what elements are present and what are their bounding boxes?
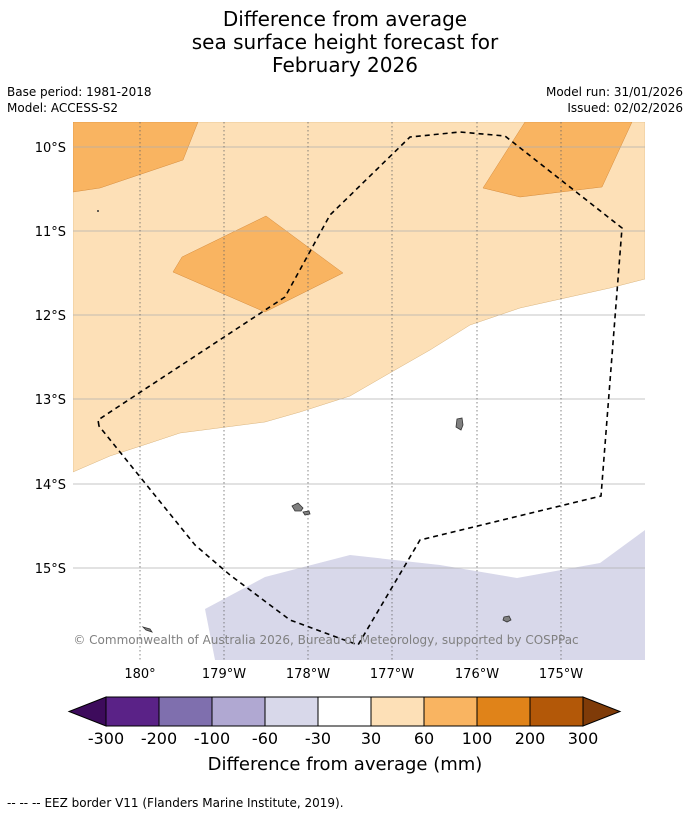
island-wallis (455, 417, 464, 431)
eez-legend-marker: -- -- -- (7, 796, 41, 810)
lat-label-14s: 14°S (35, 478, 66, 493)
colorbar-tick-label: 30 (361, 729, 381, 748)
colorbar-extend-right-arrow (582, 696, 622, 727)
colorbar-tick-label: 100 (462, 729, 493, 748)
title-line-1: Difference from average (222, 7, 468, 31)
island-niuafoou (502, 615, 512, 623)
colorbar: -300 -200 -100 -60 -30 30 60 100 200 300… (67, 696, 622, 775)
longitude-gridlines (139, 122, 562, 660)
colorbar-segment (265, 697, 318, 726)
colorbar-tick-label: -60 (252, 729, 278, 748)
anomaly-60-100-region-nw (73, 122, 199, 193)
colorbar-segment (477, 697, 530, 726)
colorbar-segment (424, 697, 477, 726)
colorbar-dividers (158, 697, 531, 726)
model-run: Model run: 31/01/2026 (545, 85, 683, 99)
colorbar-segment (106, 697, 159, 726)
lon-label-176w: 176°W (455, 667, 499, 682)
issued-date: Issued: 02/02/2026 (567, 101, 683, 115)
colorbar-segment (530, 697, 583, 726)
longitude-labels: 180° 179°W 178°W 177°W 176°W 175°W (124, 667, 583, 682)
colorbar-tick-label: -300 (88, 729, 124, 748)
anomaly-60-100-region-ne (482, 122, 633, 198)
lon-label-179w: 179°W (202, 667, 246, 682)
meta-left: Base period: 1981-2018 Model: ACCESS-S2 (7, 84, 152, 116)
island-futuna (291, 502, 304, 512)
lon-label-177w: 177°W (370, 667, 414, 682)
lon-label-178w: 178°W (286, 667, 330, 682)
lon-label-180: 180° (124, 667, 155, 682)
anomaly-60-100-region-center (172, 215, 344, 313)
lat-label-13s: 13°S (35, 393, 66, 408)
island-fiji-fragment (141, 626, 153, 633)
eez-legend-text: EEZ border V11 (Flanders Marine Institut… (44, 796, 344, 810)
chart-title: Difference from average sea surface heig… (0, 8, 690, 77)
colorbar-segment (212, 697, 265, 726)
colorbar-tick-labels: -300 -200 -100 -60 -30 30 60 100 200 300 (88, 729, 598, 748)
colorbar-tick-label: 60 (414, 729, 434, 748)
latitude-gridlines (73, 146, 645, 569)
latitude-labels: 10°S 11°S 12°S 13°S 14°S 15°S (35, 141, 66, 577)
model-name: Model: ACCESS-S2 (7, 101, 119, 115)
title-line-2: sea surface height forecast for (191, 30, 499, 54)
colorbar-segment (159, 697, 212, 726)
lat-label-10s: 10°S (35, 141, 66, 156)
islands (97, 210, 512, 633)
island-small-dot (97, 210, 99, 212)
base-period: Base period: 1981-2018 (7, 85, 152, 99)
colorbar-tick-label: -30 (305, 729, 331, 748)
anomaly-30-60-region (73, 122, 645, 473)
colorbar-tick-label: -200 (141, 729, 177, 748)
title-line-3: February 2026 (272, 53, 418, 77)
colorbar-outline (105, 696, 584, 727)
lon-label-175w: 175°W (539, 667, 583, 682)
colorbar-segment (318, 697, 371, 726)
lat-label-11s: 11°S (35, 225, 66, 240)
lat-label-12s: 12°S (35, 309, 66, 324)
meta-right: Model run: 31/01/2026 Issued: 02/02/2026 (546, 84, 683, 116)
lat-label-15s: 15°S (35, 562, 66, 577)
anomaly-neg60-neg30-region (205, 530, 645, 660)
colorbar-extend-left-arrow (67, 696, 107, 727)
copyright-notice: © Commonwealth of Australia 2026, Bureau… (73, 633, 578, 647)
eez-border (97, 131, 623, 646)
map-area: © Commonwealth of Australia 2026, Bureau… (73, 122, 645, 660)
colorbar-tick-label: -100 (194, 729, 230, 748)
colorbar-tick-label: 300 (568, 729, 599, 748)
colorbar-segment (371, 697, 424, 726)
eez-legend: -- -- -- EEZ border V11 (Flanders Marine… (7, 796, 344, 810)
island-alofi (302, 510, 311, 516)
colorbar-title: Difference from average (mm) (208, 754, 483, 775)
colorbar-tick-label: 200 (515, 729, 546, 748)
